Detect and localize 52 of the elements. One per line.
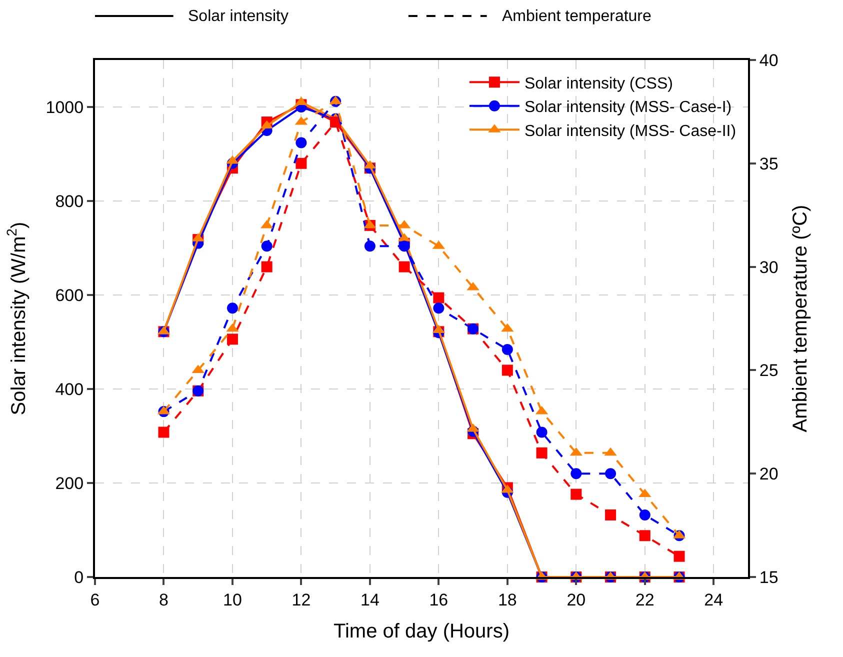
x-axis-title: Time of day (Hours) — [334, 620, 510, 642]
x-tick-label: 16 — [429, 590, 448, 610]
point — [261, 261, 272, 272]
y2-tick-label: 20 — [759, 464, 778, 484]
legend-label: Solar intensity (CSS) — [524, 75, 673, 92]
x-tick-label: 6 — [90, 590, 100, 610]
point — [226, 302, 238, 314]
x-tick-label: 24 — [704, 590, 724, 610]
point — [502, 344, 513, 356]
point — [570, 488, 582, 500]
y2-axis-title: Ambient temperature (ºC) — [789, 204, 812, 432]
point — [502, 364, 513, 376]
point — [398, 261, 410, 272]
y2-tick-label: 40 — [759, 50, 778, 70]
point — [605, 468, 616, 480]
point — [639, 509, 650, 520]
y-tick-label: 400 — [55, 380, 84, 399]
legend-label: Solar intensity (MSS- Case-II) — [524, 122, 736, 140]
x-tick-label: 14 — [360, 590, 380, 610]
point — [433, 292, 444, 304]
y2-tick-label: 15 — [759, 568, 778, 587]
y-tick-label: 1000 — [46, 98, 84, 117]
point — [674, 550, 685, 562]
x-tick-label: 18 — [498, 590, 517, 610]
x-tick-label: 20 — [566, 590, 586, 610]
point — [261, 240, 272, 252]
point — [296, 137, 307, 148]
y2-tick-label: 30 — [759, 258, 778, 277]
point — [398, 240, 410, 252]
y2-tick-label: 35 — [759, 154, 778, 174]
y-tick-label: 800 — [55, 192, 84, 211]
point — [364, 240, 376, 252]
y-tick-label: 0 — [74, 568, 84, 587]
y-tick-label: 200 — [55, 474, 84, 493]
y2-tick-label: 25 — [759, 361, 778, 380]
point — [433, 302, 444, 314]
point — [158, 426, 170, 438]
point — [536, 426, 548, 438]
x-tick-label: 8 — [159, 590, 168, 610]
x-tick-label: 12 — [292, 590, 311, 610]
point — [226, 334, 238, 345]
text: Solar intensity — [188, 8, 288, 25]
text: Ambient temperature — [502, 8, 652, 25]
point — [639, 530, 650, 542]
point — [605, 509, 616, 520]
point — [536, 447, 548, 458]
x-tick-label: 22 — [635, 590, 654, 610]
x-tick-label: 10 — [223, 590, 242, 610]
point — [296, 158, 307, 169]
legend-label: Solar intensity (MSS- Case-I) — [524, 99, 732, 116]
y-tick-label: 600 — [55, 286, 84, 305]
point — [570, 468, 582, 480]
